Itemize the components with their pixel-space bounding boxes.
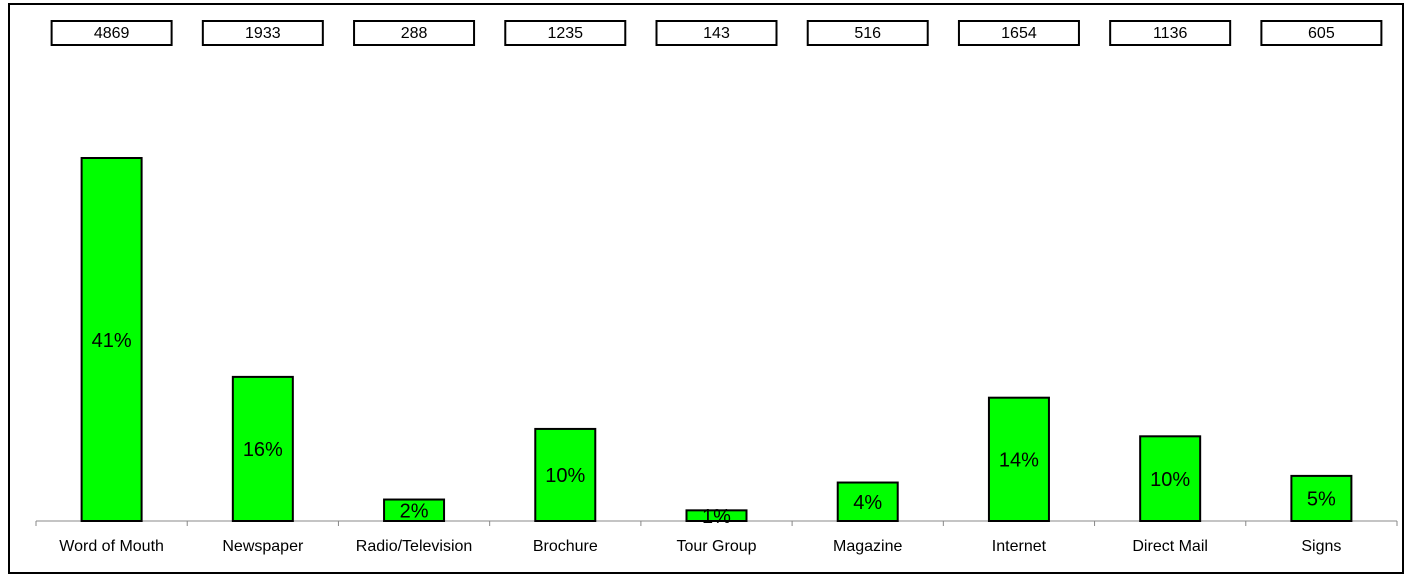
share-label: 5% — [1307, 489, 1336, 511]
share-label: 1% — [702, 506, 731, 528]
share-label: 4% — [853, 492, 882, 514]
count-label: 143 — [703, 25, 730, 42]
count-box — [353, 20, 476, 46]
x-tick-label: Word of Mouth — [59, 538, 164, 555]
count-label: 1933 — [245, 25, 281, 42]
x-tick-label: Internet — [992, 538, 1047, 555]
count-box — [655, 20, 778, 46]
count-box — [806, 20, 929, 46]
count-box — [1109, 20, 1232, 46]
x-tick-label: Radio/Television — [356, 538, 473, 555]
bar — [231, 375, 294, 523]
share-label: 2% — [400, 501, 429, 523]
count-box — [1260, 20, 1383, 46]
share-label: 10% — [545, 465, 585, 487]
count-label: 1654 — [1001, 25, 1037, 42]
bar — [1139, 435, 1202, 523]
count-label: 605 — [1308, 25, 1335, 42]
count-box — [504, 20, 627, 46]
count-label: 4869 — [94, 25, 130, 42]
count-box — [50, 20, 173, 46]
share-label: 16% — [243, 439, 283, 461]
x-tick-label: Magazine — [833, 538, 902, 555]
share-label: 14% — [999, 450, 1039, 472]
x-tick-label: Newspaper — [222, 538, 304, 555]
count-label: 1136 — [1153, 25, 1188, 42]
x-tick-label: Direct Mail — [1132, 538, 1208, 555]
chart-frame — [8, 3, 1404, 574]
count-label: 288 — [401, 25, 428, 42]
x-tick-label: Brochure — [533, 538, 598, 555]
bar — [1290, 474, 1353, 523]
bar — [80, 157, 143, 522]
share-label: 10% — [1150, 469, 1190, 491]
count-label: 1235 — [547, 25, 583, 42]
bar — [383, 498, 446, 523]
x-tick-label: Signs — [1301, 538, 1341, 555]
bar — [534, 427, 597, 522]
count-label: 516 — [854, 25, 881, 42]
count-box — [201, 20, 324, 46]
x-tick-label: Tour Group — [676, 538, 756, 555]
bar — [836, 481, 899, 522]
bar — [685, 509, 748, 522]
bar — [987, 396, 1050, 522]
count-box — [957, 20, 1080, 46]
share-label: 41% — [92, 330, 132, 352]
